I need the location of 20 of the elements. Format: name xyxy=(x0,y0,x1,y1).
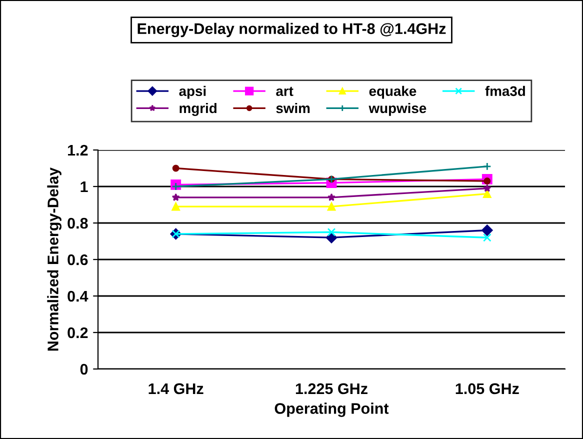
chart-title: Energy-Delay normalized to HT-8 @1.4GHz xyxy=(138,22,446,38)
legend-label: art xyxy=(276,86,294,96)
legend-label: swim xyxy=(276,102,310,114)
y-tick-label: 0.8 xyxy=(68,218,88,229)
x-axis-title: Operating Point xyxy=(274,402,389,417)
legend-label: mgrid xyxy=(180,102,216,116)
y-axis-title: Normalized Energy-Delay xyxy=(47,167,62,351)
legend-label: equake xyxy=(369,86,416,99)
x-tick-label: 1.4 GHz xyxy=(148,383,204,394)
legend-label: wupwise xyxy=(368,102,426,116)
y-tick-label: 0 xyxy=(80,364,88,375)
y-tick-label: 1.2 xyxy=(68,144,88,156)
y-tick-label: 0.4 xyxy=(68,290,88,302)
legend-label: fma3d xyxy=(485,86,525,96)
legend-label: apsi xyxy=(179,86,206,99)
y-tick-label: 0.6 xyxy=(68,254,88,266)
y-tick-label: 0.2 xyxy=(68,327,88,338)
x-tick-label: 1.225 GHz xyxy=(296,383,368,394)
x-tick-label: 1.05 GHz xyxy=(456,383,519,394)
y-tick-label: 1 xyxy=(80,182,88,192)
